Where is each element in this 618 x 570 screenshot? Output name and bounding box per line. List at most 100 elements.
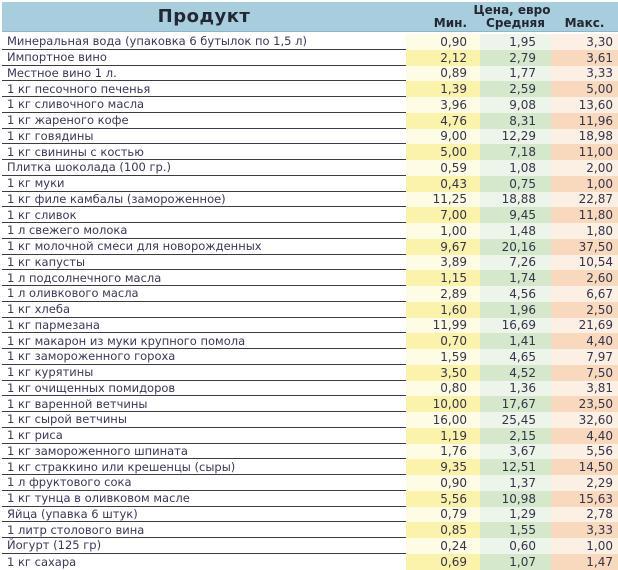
max-price: 7,50 (551, 364, 618, 381)
min-price: 5,56 (406, 490, 480, 507)
avg-price: 0,75 (480, 175, 551, 192)
min-price: 3,89 (406, 254, 480, 271)
min-price: 0,70 (406, 333, 480, 349)
avg-price: 8,31 (480, 112, 551, 129)
min-price: 0,43 (406, 175, 480, 192)
max-price: 32,60 (551, 412, 618, 428)
min-price: 0,24 (406, 538, 480, 554)
min-price: 1,59 (406, 349, 480, 365)
max-price: 2,50 (551, 301, 618, 318)
table-row: 1 л свежего молока 1,00 1,48 1,80 (2, 223, 618, 239)
max-price: 2,60 (551, 270, 618, 286)
avg-price: 20,16 (480, 238, 551, 255)
product-column-header: Продукт (157, 6, 251, 27)
avg-price: 12,29 (480, 128, 551, 145)
min-price: 5,00 (406, 144, 480, 160)
table-row: Плитка шоколада (100 гр.) 0,59 1,08 2,00 (2, 160, 618, 176)
product-name: 1 л фруктового сока (2, 475, 406, 491)
product-name: 1 кг риса (2, 428, 406, 444)
table-row: 1 кг песочного печенья 1,39 2,59 5,00 (2, 81, 618, 97)
product-name: Импортное вино (2, 50, 406, 66)
max-price: 6,67 (551, 286, 618, 302)
table-row: 1 кг пармезана 11,99 16,69 21,69 (2, 317, 618, 334)
product-name: Йогурт (125 гр) (2, 538, 406, 554)
table-row: 1 кг сырой ветчины 16,00 25,45 32,60 (2, 412, 618, 428)
table-row: 1 кг сахара 0,69 1,07 1,47 (2, 553, 618, 570)
min-price: 1,39 (406, 81, 480, 97)
max-price: 15,63 (551, 490, 618, 507)
avg-price: 7,26 (480, 254, 551, 271)
product-name: 1 л свежего молока (2, 223, 406, 239)
max-price: 13,60 (551, 97, 618, 113)
table-row: 1 кг молочной смеси для новорожденных 9,… (2, 238, 618, 255)
product-name: 1 кг курятины (2, 365, 406, 381)
price-subheaders: Мин. Средняя Макс. (406, 16, 618, 31)
product-name: 1 кг тунца в оливковом масле (2, 491, 406, 507)
avg-price: 1,29 (480, 506, 551, 523)
table-row: Йогурт (125 гр) 0,24 0,60 1,00 (2, 538, 618, 554)
table-body: Минеральная вода (упаковка 6 бутылок по … (2, 34, 618, 570)
max-price: 1,00 (551, 538, 618, 554)
avg-price: 1,96 (480, 301, 551, 318)
table-row: Импортное вино 2,12 2,79 3,61 (2, 49, 618, 66)
avg-price: 0,60 (480, 538, 551, 554)
table-row: 1 кг замороженного гороха 1,59 4,65 7,97 (2, 349, 618, 365)
product-name: Плитка шоколада (100 гр.) (2, 160, 406, 176)
min-price: 0,69 (406, 553, 480, 570)
min-price: 4,76 (406, 112, 480, 129)
product-name: 1 л подсолнечного масла (2, 270, 406, 286)
avg-price: 10,98 (480, 490, 551, 507)
avg-price: 4,52 (480, 364, 551, 381)
avg-price: 1,95 (480, 34, 551, 50)
table-row: 1 кг свинины с костью 5,00 7,18 11,00 (2, 144, 618, 160)
product-name: 1 кг муки (2, 176, 406, 192)
table-row: 1 кг капусты 3,89 7,26 10,54 (2, 254, 618, 271)
max-price: 11,00 (551, 144, 618, 160)
table-row: 1 л фруктового сока 0,90 1,37 2,29 (2, 475, 618, 491)
avg-price: 1,36 (480, 380, 551, 397)
max-price: 3,30 (551, 34, 618, 50)
max-price: 7,97 (551, 349, 618, 365)
product-name: 1 кг замороженного гороха (2, 349, 406, 365)
min-price: 0,79 (406, 506, 480, 523)
max-price: 4,40 (551, 333, 618, 349)
product-name: 1 кг капусты (2, 255, 406, 271)
table-row: Яйца (упавка 6 штук) 0,79 1,29 2,78 (2, 506, 618, 523)
product-name: 1 кг макарон из муки крупного помола (2, 333, 406, 349)
table-row: 1 кг риса 1,19 2,15 4,40 (2, 427, 618, 444)
table-row: 1 литр столового вина 0,85 1,55 3,33 (2, 522, 618, 538)
max-price: 1,47 (551, 553, 618, 570)
price-header-group: Цена, евро Мин. Средняя Макс. (406, 2, 618, 31)
product-name: 1 кг хлеба (2, 302, 406, 318)
avg-price: 4,56 (480, 286, 551, 302)
table-row: 1 кг страккино или крешенцы (сыры) 9,35 … (2, 459, 618, 475)
avg-price: 1,07 (480, 553, 551, 570)
avg-price: 12,51 (480, 459, 551, 475)
avg-price: 9,45 (480, 207, 551, 223)
min-price: 0,85 (406, 522, 480, 538)
avg-price: 3,67 (480, 443, 551, 460)
min-price: 10,00 (406, 396, 480, 412)
min-price: 0,90 (406, 34, 480, 50)
max-price: 11,80 (551, 207, 618, 223)
min-price: 1,15 (406, 270, 480, 286)
product-name: 1 кг жареного кофе (2, 113, 406, 129)
avg-price: 1,48 (480, 223, 551, 239)
table-header: Продукт Цена, евро Мин. Средняя Макс. (2, 2, 618, 32)
max-price: 22,87 (551, 191, 618, 208)
table-row: 1 кг макарон из муки крупного помола 0,7… (2, 333, 618, 349)
max-price: 14,50 (551, 459, 618, 475)
table-row: 1 кг варенной ветчины 10,00 17,67 23,50 (2, 396, 618, 412)
max-price: 11,96 (551, 112, 618, 129)
min-price: 11,25 (406, 191, 480, 208)
avg-price: 18,88 (480, 191, 551, 208)
product-name: 1 л оливкового масла (2, 286, 406, 302)
min-price: 1,00 (406, 223, 480, 239)
min-price: 9,35 (406, 459, 480, 475)
table-row: 1 кг муки 0,43 0,75 1,00 (2, 175, 618, 192)
table-row: 1 кг хлеба 1,60 1,96 2,50 (2, 301, 618, 318)
max-price: 3,81 (551, 380, 618, 397)
max-price: 21,69 (551, 317, 618, 334)
avg-price: 4,65 (480, 349, 551, 365)
